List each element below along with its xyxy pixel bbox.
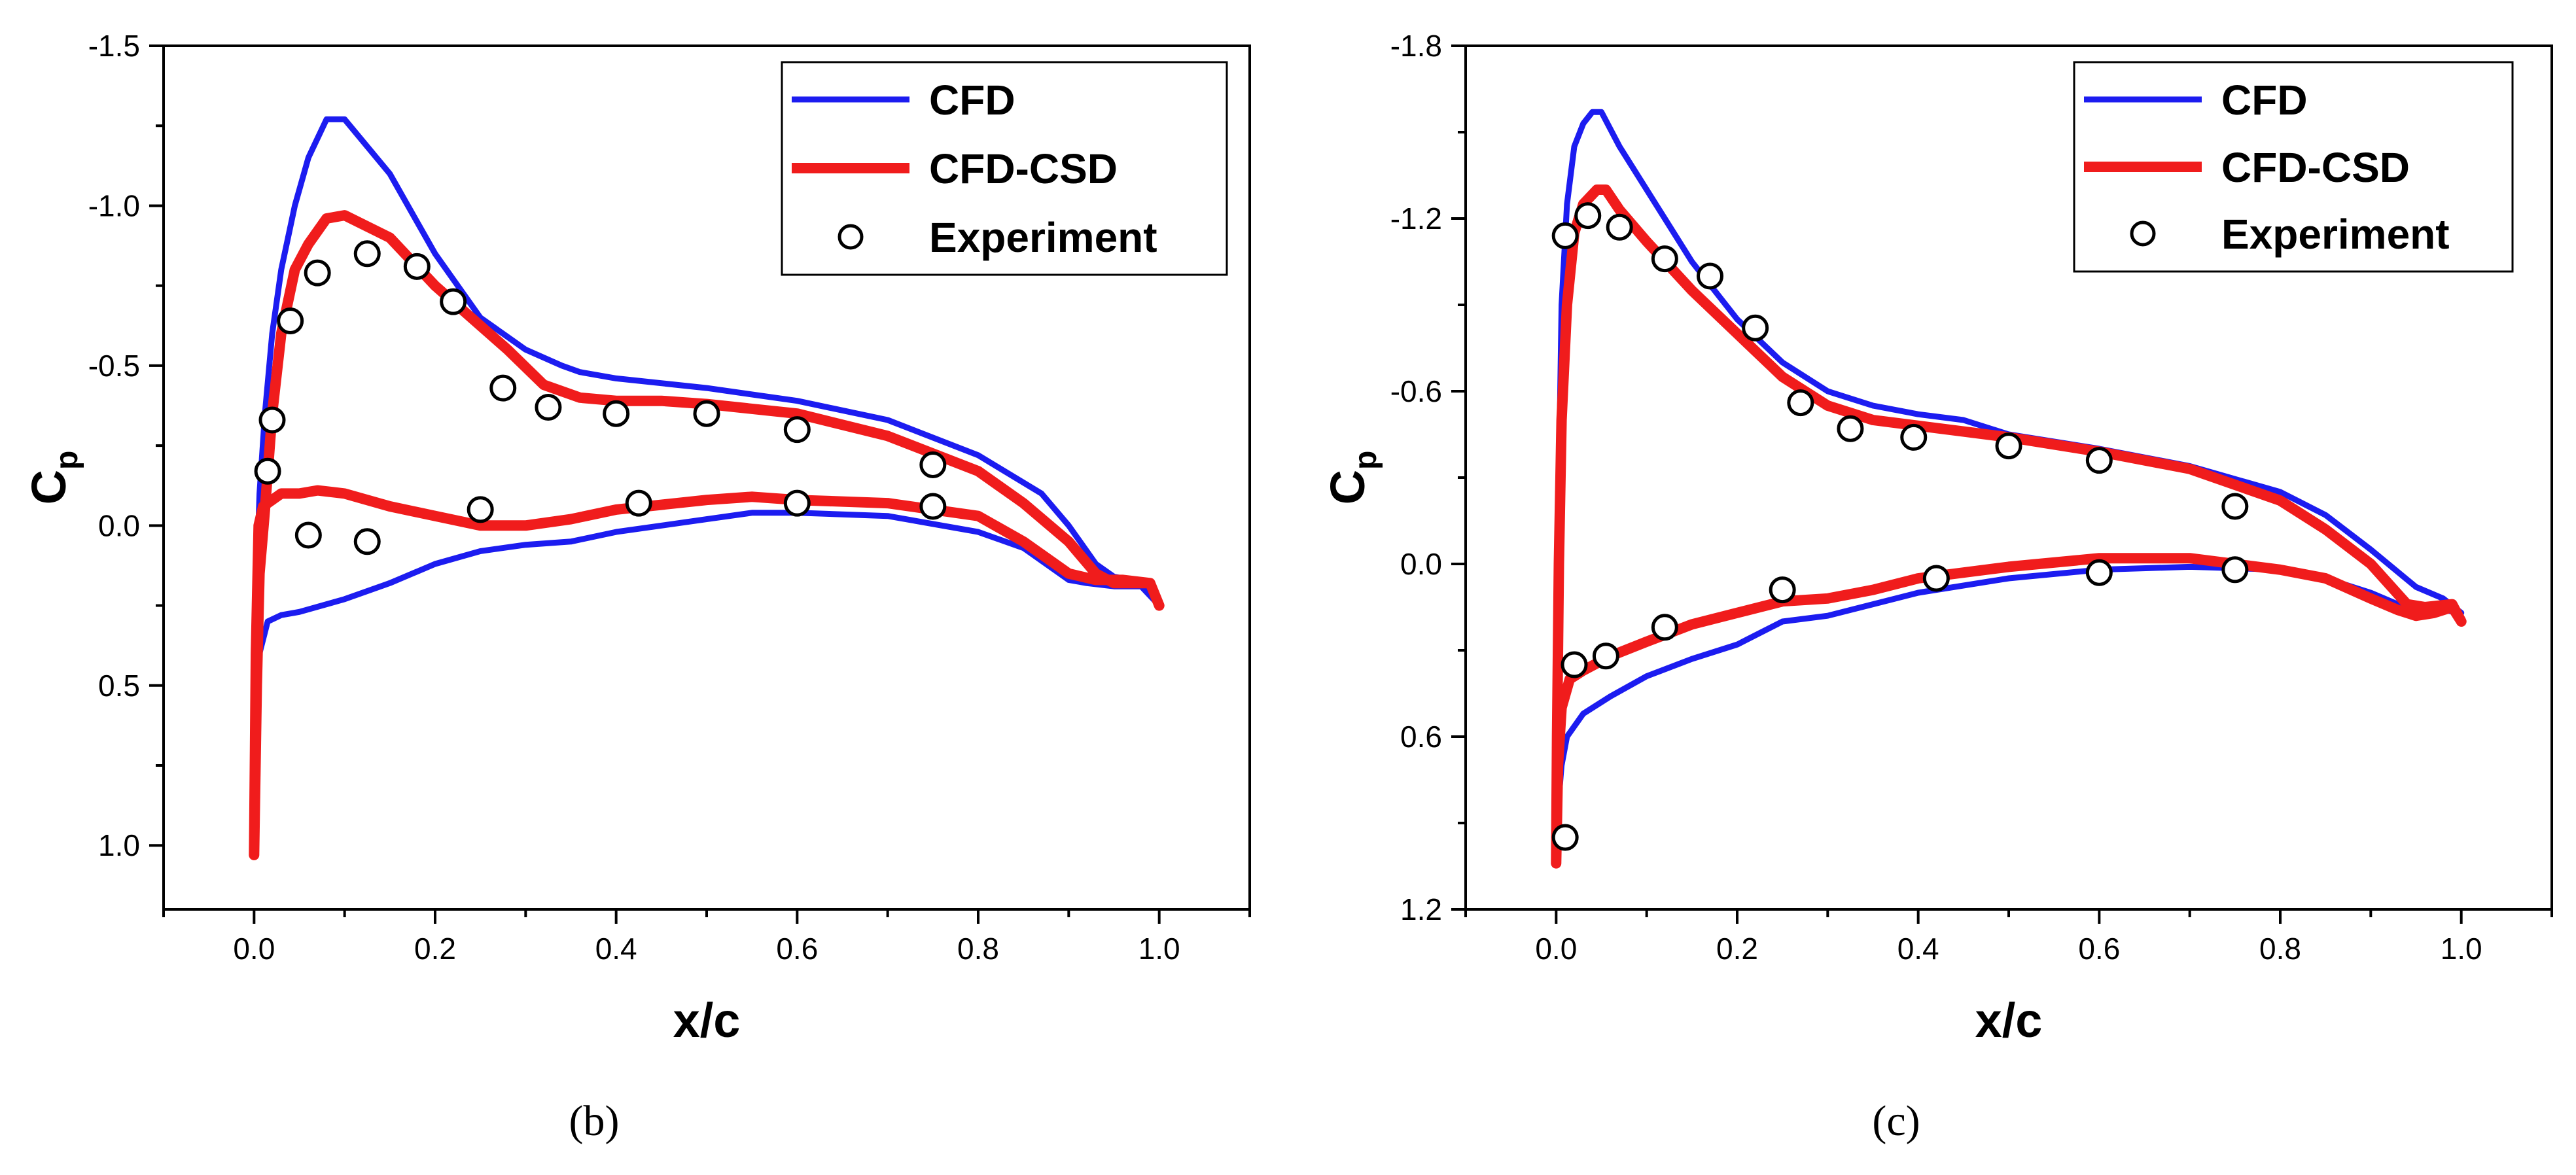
plot-area: [1551, 109, 2467, 869]
y-tick-label: -1.2: [1390, 202, 1442, 236]
x-tick-label: 0.6: [2078, 932, 2120, 966]
experiment-marker: [1787, 389, 1814, 417]
legend-label-experiment: Experiment: [2221, 211, 2450, 258]
y-tick-label: 0.0: [98, 508, 140, 542]
panel-c: 0.0 0.2 0.4 0.6 0.8 1.0 -1.8 -1.2 -0.6 0.0 0.6 1.2…: [1320, 29, 2553, 1145]
experiment-marker: [1742, 314, 1769, 342]
y-tick-label: 0.0: [1400, 547, 1442, 581]
legend-swatch-experiment: [2130, 220, 2156, 247]
experiment-marker: [1769, 576, 1796, 604]
y-axis-title-subscript: p: [1349, 451, 1383, 470]
x-tick-label: 0.8: [2259, 932, 2301, 966]
experiment-marker: [2221, 556, 2249, 584]
x-tick-label: 0.0: [233, 932, 275, 966]
experiment-marker: [1651, 245, 1678, 273]
x-axis-title: x/c: [1975, 993, 2043, 1047]
experiment-marker: [403, 253, 431, 280]
legend-swatch-experiment: [838, 224, 864, 250]
x-tick-label: 0.0: [1535, 932, 1577, 966]
experiment-marker: [535, 393, 562, 421]
y-tick-label: -1.0: [88, 188, 140, 222]
x-tick-label: 0.4: [1897, 932, 1939, 966]
y-tick-label: 0.6: [1400, 720, 1442, 754]
experiment-marker: [1697, 262, 1723, 290]
experiment-marker: [1551, 824, 1579, 851]
legend-label-cfd-csd: CFD-CSD: [929, 145, 1118, 192]
experiment-marker: [489, 374, 517, 402]
y-tick-label: -0.6: [1390, 374, 1442, 408]
y-tick-label: 0.5: [98, 669, 140, 703]
experiment-marker: [1837, 415, 1864, 442]
experiment-marker: [2085, 559, 2113, 586]
experiment-marker: [625, 489, 652, 517]
x-tick-label: 0.2: [414, 932, 456, 966]
experiment-marker: [1551, 222, 1579, 249]
experiment-marker: [440, 288, 467, 315]
experiment-marker: [783, 416, 811, 444]
x-tick-label: 1.0: [1138, 932, 1180, 966]
experiment-marker: [1995, 432, 2022, 460]
experiment-marker: [1606, 213, 1633, 241]
experiment-marker: [353, 528, 381, 555]
plot-area: [249, 116, 1165, 860]
experiment-marker: [1922, 565, 1950, 592]
y-tick-label: -1.5: [88, 29, 140, 63]
experiment-marker: [294, 521, 322, 549]
y-axis-title: Cp: [1320, 451, 1383, 505]
y-tick-label: 1.0: [98, 828, 140, 862]
experiment-marker: [258, 406, 286, 434]
experiment-marker: [304, 259, 331, 287]
legend-label-cfd-csd: CFD-CSD: [2221, 144, 2410, 191]
experiment-marker: [919, 493, 947, 520]
experiment-marker: [467, 496, 494, 523]
experiment-marker: [1561, 651, 1588, 678]
series-line-cfd-csd: [1551, 184, 2467, 869]
experiment-marker: [254, 457, 281, 485]
legend: CFD CFD-CSD Experiment: [2073, 61, 2514, 273]
y-tick-label: -0.5: [88, 349, 140, 383]
experiment-marker: [1900, 423, 1928, 451]
y-axis-title-subscript: p: [50, 451, 84, 470]
x-tick-label: 0.6: [776, 932, 818, 966]
experiment-marker: [693, 400, 720, 427]
panel-b: 0.0 0.2 0.4 0.6 0.8 1.0 -1.5 -1.0 -0.5 0.0 0.5 1.0…: [22, 29, 1251, 1145]
panel-label: (c): [1872, 1097, 1920, 1145]
y-tick-label: -1.8: [1390, 29, 1442, 63]
x-axis: 0.0 0.2 0.4 0.6 0.8 1.0: [1464, 909, 2553, 966]
y-axis: -1.8 -1.2 -0.6 0.0 0.6 1.2: [1390, 29, 1466, 926]
x-axis-title: x/c: [673, 993, 741, 1047]
x-axis: 0.0 0.2 0.4 0.6 0.8 1.0: [162, 909, 1251, 966]
x-tick-label: 0.8: [957, 932, 999, 966]
y-axis: -1.5 -1.0 -0.5 0.0 0.5 1.0: [88, 29, 164, 862]
series-line-cfd-csd: [249, 210, 1165, 860]
experiment-marker: [783, 489, 811, 517]
experiment-marker: [353, 240, 381, 268]
experiment-marker: [603, 400, 630, 427]
legend-label-experiment: Experiment: [929, 214, 1157, 261]
legend: CFD CFD-CSD Experiment: [781, 61, 1228, 276]
legend-label-cfd: CFD: [929, 77, 1015, 124]
experiment-marker: [2085, 447, 2113, 474]
experiment-marker: [1651, 614, 1678, 641]
experiment-marker: [2221, 493, 2249, 520]
x-tick-label: 1.0: [2441, 932, 2482, 966]
y-tick-label: 1.2: [1400, 892, 1442, 926]
legend-label-cfd: CFD: [2221, 77, 2308, 124]
experiment-marker: [1592, 642, 1619, 670]
experiment-marker: [277, 307, 304, 334]
y-axis-title: Cp: [22, 451, 84, 505]
x-tick-label: 0.4: [595, 932, 637, 966]
experiment-marker: [919, 451, 947, 478]
x-tick-label: 0.2: [1716, 932, 1758, 966]
experiment-marker: [1574, 202, 1602, 230]
panel-label: (b): [569, 1097, 620, 1145]
